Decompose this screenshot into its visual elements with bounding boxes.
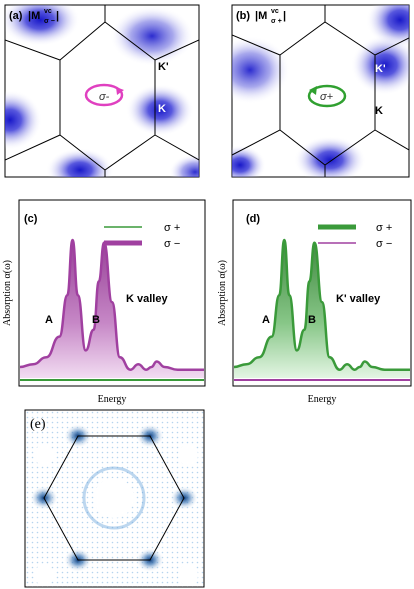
sigma-plus-line: [233, 238, 410, 371]
sigma-minus-area: [20, 240, 204, 378]
panel-c: (c) σ + σ − K valley A B Energy Absorpti…: [2, 199, 206, 405]
panel-a-heatmap: [5, 5, 199, 177]
panel-d-legend-minus: σ −: [376, 238, 392, 250]
panel-a-k-prime-label: K': [158, 61, 169, 73]
panel-d-xlabel: Energy: [308, 394, 337, 405]
panel-b-tag: (b): [236, 10, 250, 22]
panel-d-plot: [233, 238, 410, 381]
panel-a-label-sub: σ −: [44, 18, 55, 25]
panel-b-brillouin-zone: [232, 5, 409, 177]
panel-c-legend-plus: σ +: [164, 222, 180, 234]
panel-d: (d) σ + σ − K' valley A B Energy Absorpt…: [217, 199, 412, 405]
panel-b-label-main: |M: [255, 10, 267, 22]
panel-b: (b) |M vc σ + | σ+ K' K: [231, 4, 410, 178]
panel-d-peak-a: A: [262, 314, 270, 326]
panel-c-valley-label: K valley: [126, 293, 168, 305]
panel-d-tag: (d): [246, 213, 260, 225]
panel-a-tag: (a): [9, 10, 23, 22]
panel-c-plot: [19, 238, 204, 381]
panel-b-heatmap: [232, 5, 409, 177]
panel-d-peak-b: B: [308, 314, 316, 326]
sigma-plus-area: [234, 240, 410, 378]
panel-a-label-end: |: [56, 10, 59, 22]
panel-a-rotation-arrow-icon: [84, 83, 124, 107]
panel-a-brillouin-zone: [5, 5, 199, 177]
panel-b-label-end: |: [283, 10, 286, 22]
panel-c-ylabel: Absorption α(ω): [2, 260, 13, 326]
panel-c-xlabel: Energy: [98, 394, 127, 405]
panel-d-ylabel: Absorption α(ω): [217, 260, 228, 326]
panel-d-legend-plus: σ +: [376, 222, 392, 234]
panel-b-k-prime-label: K': [375, 63, 386, 75]
panel-e-tag: (e): [30, 417, 46, 432]
panel-b-rotation-arrow-icon: [307, 84, 347, 108]
panel-e: (e): [24, 409, 205, 588]
sigma-minus-line: [19, 238, 204, 371]
panel-e-pattern: [25, 410, 204, 587]
panel-d-valley-label: K' valley: [336, 293, 381, 305]
panel-c-peak-b: B: [92, 314, 100, 326]
panel-a-label-sup: vc: [44, 8, 52, 15]
panel-e-hexagon: [43, 435, 185, 561]
panel-b-k-label: K: [375, 105, 383, 117]
panel-b-label-sup: vc: [271, 8, 279, 15]
panel-a-label-main: |M: [28, 10, 40, 22]
panel-c-tag: (c): [24, 213, 38, 225]
panel-a-rotation-label: σ-: [99, 91, 110, 103]
panel-b-label-sub: σ +: [271, 18, 282, 25]
panel-b-rotation-label: σ+: [320, 91, 334, 103]
panel-c-peak-a: A: [45, 314, 53, 326]
panel-a-k-label: K: [158, 103, 166, 115]
panel-a: (a) |M vc σ − | σ- K' K: [4, 4, 200, 178]
panel-c-legend-minus: σ −: [164, 238, 180, 250]
